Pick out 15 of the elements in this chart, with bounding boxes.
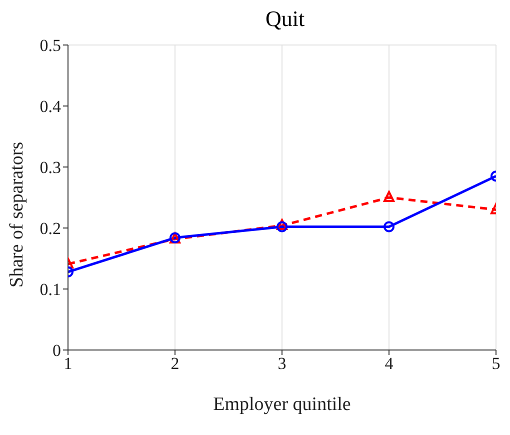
- x-tick-label: 1: [64, 354, 72, 374]
- x-axis-title: Employer quintile: [213, 394, 351, 415]
- x-tick-label: 4: [384, 354, 394, 374]
- y-tick-label: 0: [52, 341, 61, 360]
- y-tick-label: 0.3: [40, 158, 61, 178]
- x-tick-label: 3: [278, 354, 286, 374]
- y-tick-label: 0.2: [40, 219, 61, 238]
- y-tick-label: 0.4: [40, 97, 62, 116]
- x-tick-label: 5: [492, 354, 500, 374]
- y-tick-label: 0.1: [40, 280, 61, 300]
- y-axis-title: Share of separators: [6, 142, 28, 288]
- y-tick-label: 0.5: [40, 36, 61, 56]
- x-tick-label: 2: [170, 354, 180, 374]
- point: [384, 191, 394, 202]
- chart-title: Quit: [264, 6, 306, 32]
